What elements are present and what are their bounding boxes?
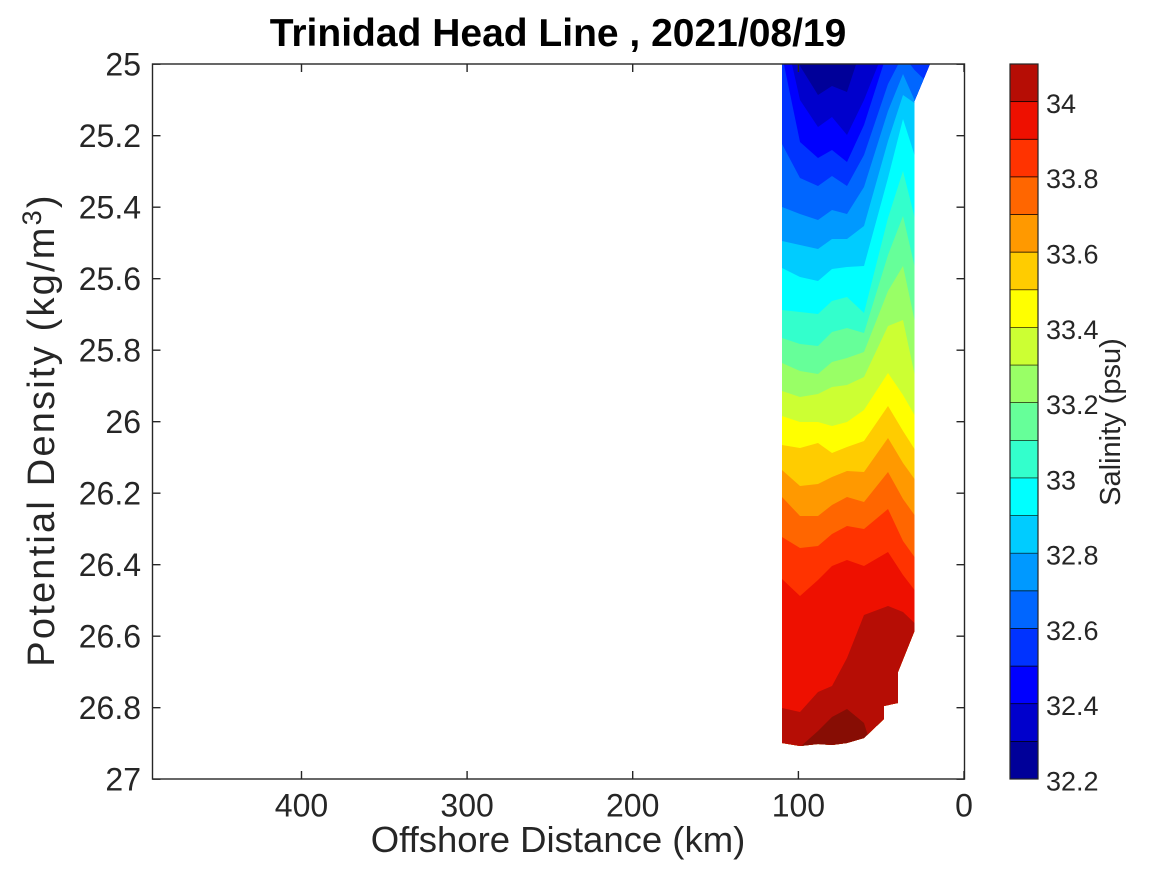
svg-text:34: 34 [1046, 89, 1076, 119]
svg-text:33.2: 33.2 [1046, 390, 1099, 420]
svg-text:26.2: 26.2 [79, 475, 141, 511]
svg-text:26.4: 26.4 [79, 547, 141, 583]
svg-text:300: 300 [440, 788, 493, 824]
svg-text:26.8: 26.8 [79, 690, 141, 726]
svg-text:25.2: 25.2 [79, 118, 141, 154]
svg-text:32.6: 32.6 [1046, 616, 1099, 646]
svg-text:33.4: 33.4 [1046, 315, 1099, 345]
svg-text:33.6: 33.6 [1046, 240, 1099, 270]
svg-text:32.8: 32.8 [1046, 541, 1099, 571]
svg-text:27: 27 [105, 761, 141, 797]
svg-text:25.6: 25.6 [79, 261, 141, 297]
svg-text:25: 25 [105, 46, 141, 82]
svg-text:33: 33 [1046, 465, 1076, 495]
svg-text:26: 26 [105, 404, 141, 440]
svg-text:Salinity (psu): Salinity (psu) [1095, 338, 1127, 506]
svg-text:100: 100 [772, 788, 825, 824]
svg-text:32.2: 32.2 [1046, 766, 1099, 796]
svg-text:200: 200 [606, 788, 659, 824]
svg-text:25.4: 25.4 [79, 189, 141, 225]
svg-text:Potential Density (kg/m3): Potential Density (kg/m3) [17, 193, 63, 666]
svg-text:400: 400 [275, 788, 328, 824]
svg-text:33.8: 33.8 [1046, 164, 1099, 194]
svg-text:Trinidad Head Line , 2021/08/1: Trinidad Head Line , 2021/08/19 [270, 12, 847, 55]
svg-text:32.4: 32.4 [1046, 691, 1099, 721]
svg-text:26.6: 26.6 [79, 618, 141, 654]
svg-text:Offshore Distance (km): Offshore Distance (km) [371, 819, 746, 860]
svg-text:25.8: 25.8 [79, 332, 141, 368]
svg-text:0: 0 [955, 788, 973, 824]
